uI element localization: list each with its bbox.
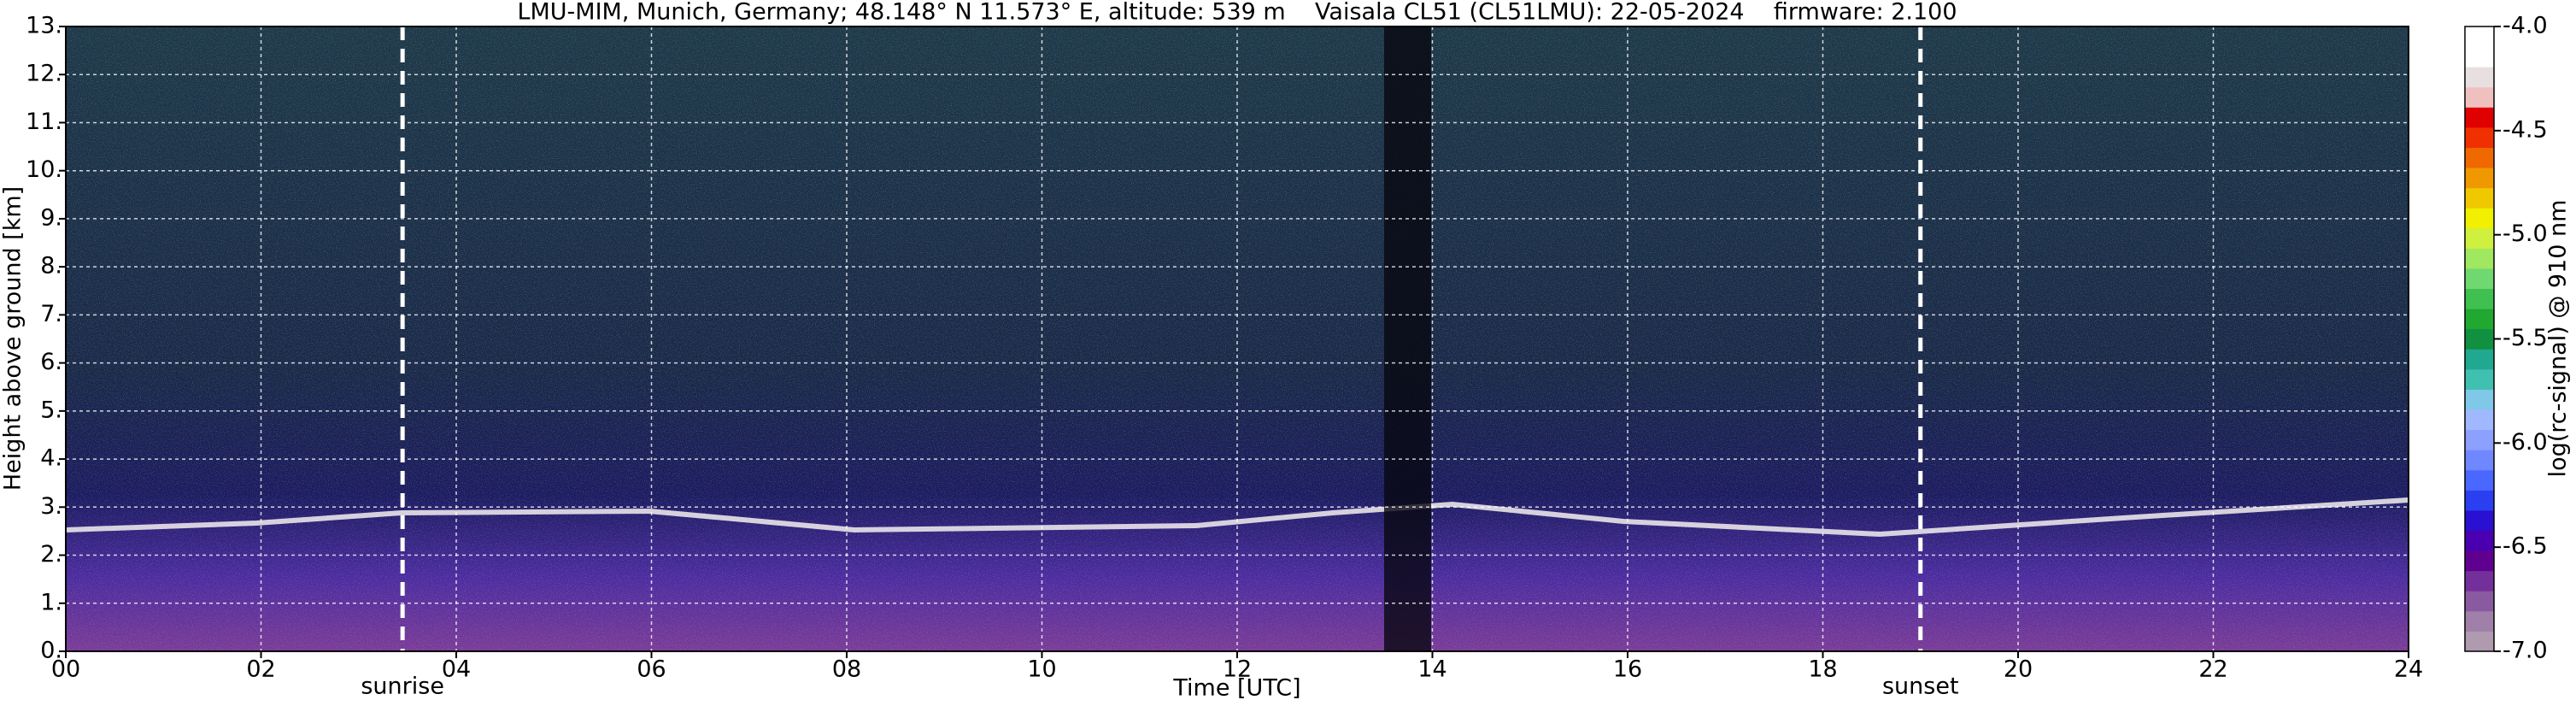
y-tick-label: 0. (40, 638, 62, 664)
colorbar-swatch (2465, 86, 2494, 108)
annotation-label: sunset (1882, 674, 1959, 700)
colorbar-swatch (2465, 147, 2494, 168)
y-tick-label: 2. (40, 541, 62, 568)
annotation-label: sunrise (361, 674, 444, 700)
colorbar-swatch (2465, 450, 2494, 471)
colorbar-swatch (2465, 67, 2494, 88)
y-tick-label: 4. (40, 445, 62, 472)
colorbar-swatch (2465, 610, 2494, 632)
colorbar-swatch (2465, 107, 2494, 128)
colorbar-swatch (2465, 168, 2494, 189)
y-tick-label: 3. (40, 493, 62, 520)
x-tick-label: 20 (2004, 656, 2033, 683)
x-tick-label: 18 (1808, 656, 1837, 683)
colorbar-swatch (2465, 187, 2494, 209)
colorbar-swatch (2465, 26, 2494, 48)
colorbar-swatch (2465, 409, 2494, 431)
colorbar-swatch (2465, 550, 2494, 572)
x-tick-label: 14 (1417, 656, 1446, 683)
colorbar-tick-label: -6.0 (2503, 429, 2548, 456)
x-tick-label: 06 (637, 656, 666, 683)
x-tick-label: 08 (832, 656, 861, 683)
colorbar-tick-label: -7.0 (2503, 638, 2548, 664)
colorbar-swatch (2465, 389, 2494, 410)
x-tick-label: 22 (2198, 656, 2227, 683)
colorbar-swatch (2465, 530, 2494, 551)
y-axis-label: Height above ground [km] (0, 186, 26, 491)
y-tick-label: 1. (40, 589, 62, 615)
x-tick-label: 00 (51, 656, 80, 683)
colorbar-swatch (2465, 227, 2494, 249)
colorbar-swatch (2465, 570, 2494, 591)
colorbar-swatch (2465, 268, 2494, 290)
x-axis-label: Time [UTC] (1172, 675, 1300, 702)
colorbar-swatch (2465, 208, 2494, 229)
x-tick-label: 16 (1613, 656, 1642, 683)
x-tick-label: 24 (2394, 656, 2423, 683)
colorbar-swatch (2465, 429, 2494, 450)
colorbar-swatch (2465, 490, 2494, 511)
colorbar-swatch (2465, 349, 2494, 370)
x-tick-label: 02 (246, 656, 275, 683)
x-tick-label: 04 (442, 656, 471, 683)
colorbar-swatch (2465, 591, 2494, 612)
colorbar-tick-label: -4.0 (2503, 13, 2548, 39)
colorbar-swatch (2465, 631, 2494, 652)
y-tick-label: 5. (40, 397, 62, 423)
colorbar-swatch (2465, 368, 2494, 390)
colorbar-label: log(rc-signal) @ 910 nm (2545, 200, 2572, 478)
y-tick-label: 6. (40, 349, 62, 375)
x-tick-label: 10 (1027, 656, 1056, 683)
y-tick-label: 8. (40, 253, 62, 279)
colorbar-swatch (2465, 126, 2494, 148)
colorbar-tick-label: -5.5 (2503, 325, 2548, 351)
y-tick-label: 12. (26, 61, 62, 87)
y-tick-label: 11. (26, 109, 62, 135)
colorbar-tick-label: -6.5 (2503, 533, 2548, 560)
colorbar-swatch (2465, 309, 2494, 330)
colorbar-swatch (2465, 288, 2494, 309)
chart-title: LMU-MIM, Munich, Germany; 48.148° N 11.5… (517, 0, 1957, 26)
y-tick-label: 9. (40, 204, 62, 231)
y-tick-label: 13. (26, 13, 62, 39)
colorbar-swatch (2465, 46, 2494, 68)
backscatter-field (65, 26, 2409, 651)
x-tick-label: 12 (1223, 656, 1252, 683)
colorbar-swatch (2465, 509, 2494, 532)
y-tick-label: 7. (40, 301, 62, 327)
colorbar-tick-label: -5.0 (2503, 221, 2548, 247)
colorbar-swatch (2465, 328, 2494, 350)
plot-frame (65, 26, 2409, 652)
colorbar-tick-label: -4.5 (2503, 116, 2548, 143)
colorbar-swatch (2465, 248, 2494, 269)
y-tick-label: 10. (26, 156, 62, 183)
colorbar-swatch (2465, 469, 2494, 491)
